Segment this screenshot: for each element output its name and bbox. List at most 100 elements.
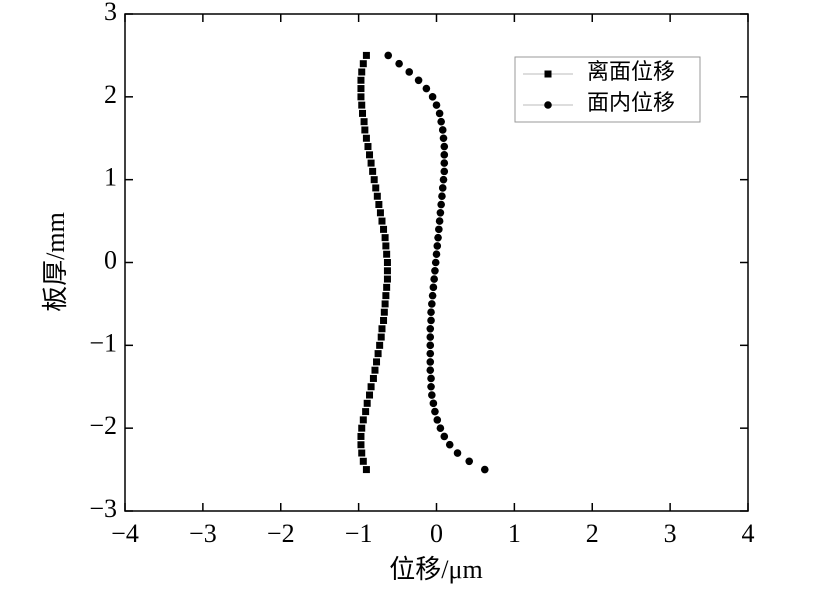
point <box>378 217 386 225</box>
point <box>431 407 439 416</box>
point <box>428 391 436 399</box>
x-tick-label: 4 <box>742 519 755 548</box>
point <box>440 159 449 167</box>
point <box>438 192 446 201</box>
point <box>371 366 379 374</box>
y-tick-label: 2 <box>104 80 117 109</box>
point <box>359 109 367 117</box>
point <box>358 424 366 432</box>
y-tick-label: 0 <box>104 245 117 274</box>
point <box>374 350 382 358</box>
point <box>383 275 391 283</box>
point <box>433 416 442 424</box>
point <box>380 308 388 316</box>
point <box>427 316 435 325</box>
point <box>428 291 437 300</box>
point <box>383 267 391 275</box>
point <box>435 109 444 118</box>
point <box>429 283 438 292</box>
point <box>427 374 435 383</box>
x-tick-label: −1 <box>345 519 373 548</box>
point <box>439 175 448 184</box>
x-tick-label: −4 <box>111 519 139 548</box>
point <box>362 466 370 474</box>
point <box>382 292 390 300</box>
point <box>428 93 437 101</box>
point <box>357 85 365 93</box>
point <box>440 142 449 151</box>
x-tick-label: 0 <box>430 519 443 548</box>
point <box>438 184 447 192</box>
legend-box <box>514 56 701 123</box>
point <box>359 60 367 68</box>
point <box>381 234 389 242</box>
y-tick-label: 1 <box>104 163 117 192</box>
x-tick-label: 1 <box>508 519 521 548</box>
point <box>377 333 385 341</box>
legend-label: 面内位移 <box>587 90 675 115</box>
point <box>480 465 489 474</box>
point <box>437 117 445 126</box>
point <box>383 250 391 258</box>
point <box>405 68 414 76</box>
x-axis-label: 位移/μm <box>389 555 482 584</box>
point <box>369 374 377 382</box>
point <box>372 184 380 192</box>
point <box>358 449 366 457</box>
point <box>437 200 445 209</box>
point <box>431 266 439 275</box>
y-tick-label: −3 <box>89 494 117 523</box>
point <box>426 349 435 358</box>
point <box>430 275 438 283</box>
point <box>433 242 442 250</box>
point <box>364 143 372 151</box>
point <box>434 233 442 242</box>
point <box>422 84 431 93</box>
y-tick-label: −1 <box>89 328 117 357</box>
point <box>366 391 374 399</box>
point <box>380 316 388 324</box>
point <box>544 70 552 78</box>
point <box>432 250 441 259</box>
point <box>383 283 391 291</box>
legend-label: 离面位移 <box>587 59 675 84</box>
point <box>384 51 393 60</box>
point <box>445 440 454 449</box>
point <box>369 167 377 175</box>
point <box>427 308 435 317</box>
x-tick-label: 3 <box>664 519 677 548</box>
point <box>380 225 388 233</box>
point <box>438 126 447 134</box>
point <box>362 134 370 142</box>
point <box>357 93 365 101</box>
point <box>436 424 445 432</box>
point <box>376 209 384 217</box>
point <box>359 457 367 465</box>
point <box>383 259 391 266</box>
point <box>439 134 448 143</box>
point <box>361 126 369 134</box>
point <box>363 399 371 407</box>
point <box>395 59 403 68</box>
point <box>426 324 435 333</box>
point <box>432 101 441 109</box>
point <box>431 258 440 267</box>
point <box>378 325 386 333</box>
x-tick-label: −2 <box>267 519 295 548</box>
point <box>426 333 435 341</box>
point <box>440 432 449 441</box>
point <box>357 441 365 449</box>
point <box>435 217 444 225</box>
point <box>435 225 443 234</box>
point <box>381 300 389 308</box>
point <box>465 457 474 466</box>
point <box>375 201 383 209</box>
point <box>426 358 435 366</box>
point <box>373 192 381 200</box>
y-tick-label: −2 <box>89 411 117 440</box>
point <box>426 366 435 374</box>
point <box>373 358 381 366</box>
point <box>428 300 436 308</box>
x-tick-label: −3 <box>189 519 217 548</box>
